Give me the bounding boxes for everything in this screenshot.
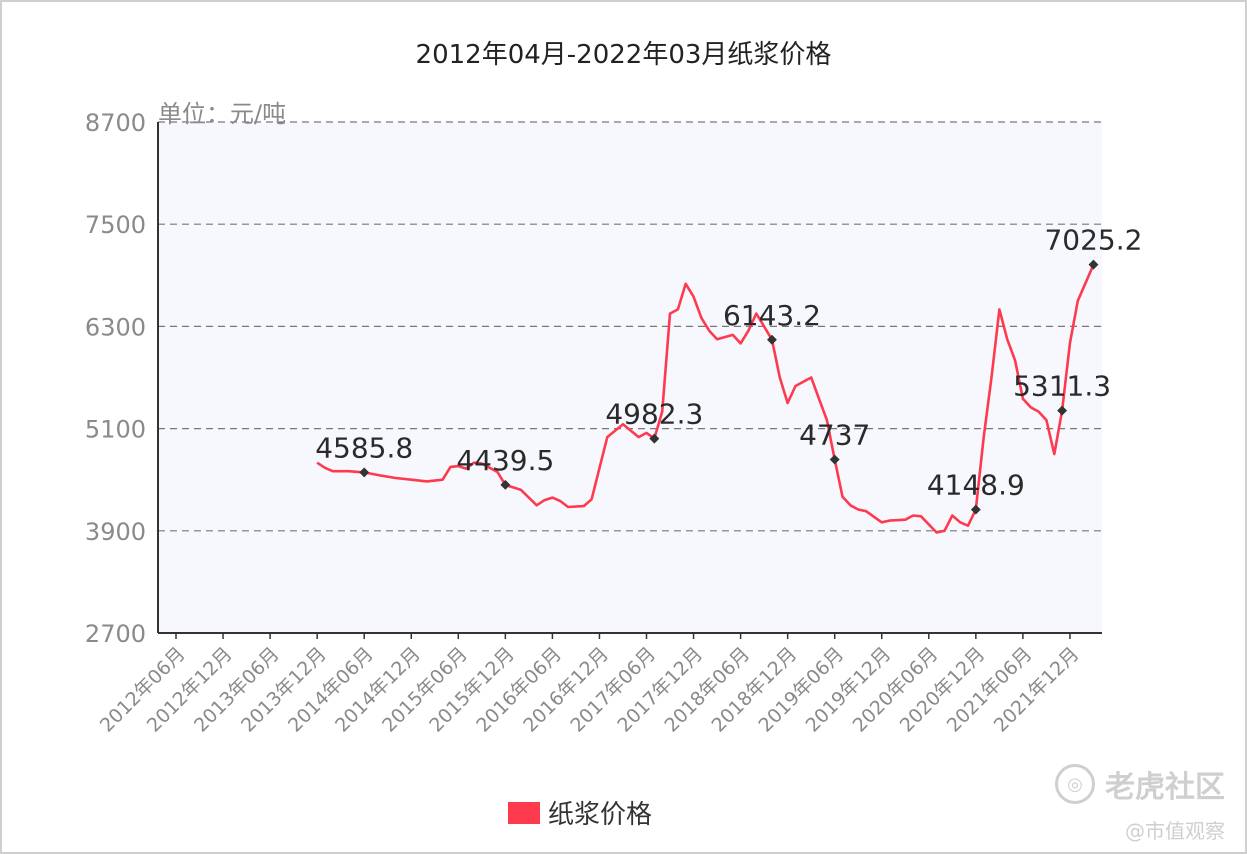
data-point-marker bbox=[1088, 259, 1099, 270]
data-point-marker bbox=[500, 479, 511, 490]
series-line-pulp-price bbox=[316, 264, 1095, 534]
y-tick-label: 5100 bbox=[85, 416, 146, 444]
legend-swatch bbox=[508, 801, 540, 824]
data-point-marker bbox=[649, 433, 660, 444]
chart-title: 2012年04月-2022年03月纸浆价格 bbox=[415, 40, 832, 70]
data-point-marker bbox=[829, 454, 840, 465]
data-label: 4982.3 bbox=[605, 398, 703, 431]
data-point-marker bbox=[970, 504, 981, 515]
legend[interactable]: 纸浆价格 bbox=[508, 794, 652, 831]
y-tick-label: 6300 bbox=[85, 313, 146, 341]
watermark-brand: 老虎社区 bbox=[1105, 770, 1225, 805]
data-label: 4737 bbox=[799, 419, 870, 452]
y-tick-label: 2700 bbox=[85, 620, 146, 648]
y-tick-label: 3900 bbox=[85, 518, 146, 546]
data-point-marker bbox=[359, 467, 370, 478]
legend-label: 纸浆价格 bbox=[548, 800, 653, 830]
plot-area bbox=[158, 122, 1102, 633]
watermark: ◎ 老虎社区 bbox=[1055, 762, 1225, 806]
tiger-logo-icon: ◎ bbox=[1055, 764, 1095, 804]
data-label: 5311.3 bbox=[1013, 370, 1111, 403]
data-label: 6143.2 bbox=[723, 299, 821, 332]
y-tick-label: 8700 bbox=[85, 109, 146, 137]
data-point-marker bbox=[1057, 405, 1068, 416]
data-point-marker bbox=[767, 334, 777, 345]
watermark-sub: @市值观察 bbox=[1125, 819, 1225, 843]
data-label: 4439.5 bbox=[456, 444, 554, 477]
data-label: 4585.8 bbox=[315, 431, 413, 464]
data-label: 4148.9 bbox=[927, 469, 1025, 502]
data-label: 7025.2 bbox=[1044, 224, 1142, 257]
y-tick-label: 7500 bbox=[85, 211, 146, 239]
unit-label: 单位：元/吨 bbox=[158, 100, 286, 128]
